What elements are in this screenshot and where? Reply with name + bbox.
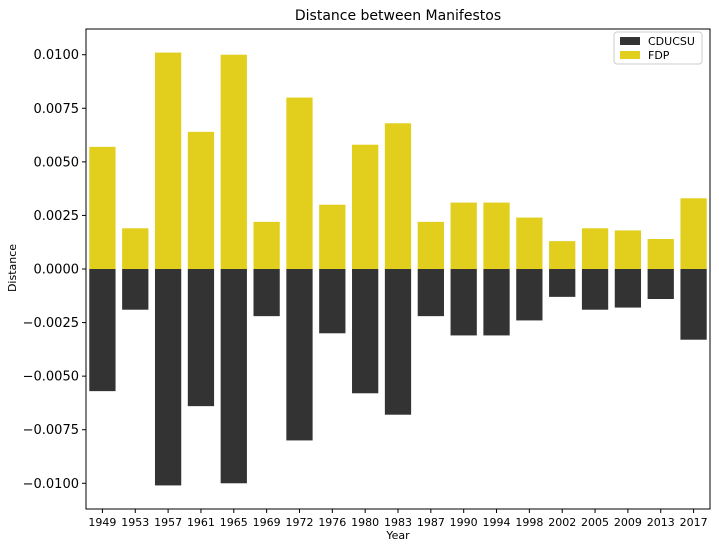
legend-swatch-cducsu	[620, 37, 640, 45]
plot-area: 0.0100 0.0075 0.0050 0.0025 0.0000 −0.0025 −0.…	[23, 28, 711, 529]
y-tick-label: 0.0000	[34, 263, 80, 278]
y-axis-label: Distance	[6, 244, 19, 292]
x-tick-label: 1990	[450, 516, 478, 529]
bar-cducsu-1987	[417, 269, 444, 317]
bar-fdp-1957	[154, 52, 182, 269]
y-tick-label: −0.0100	[23, 477, 79, 492]
bar-cducsu-2017	[680, 269, 707, 340]
bar-fdp-2002	[549, 241, 576, 269]
bar-fdp-1994	[483, 202, 510, 269]
bar-fdp-2005	[581, 228, 609, 269]
x-tick-label: 1980	[351, 516, 379, 529]
x-tick-label: 2009	[614, 516, 642, 529]
bar-cducsu-1969	[253, 269, 280, 317]
x-tick-label: 1976	[318, 516, 346, 529]
y-tick-label: −0.0050	[23, 370, 79, 385]
x-tick-label: 1969	[253, 516, 281, 529]
chart-title: Distance between Manifestos	[295, 8, 501, 24]
x-tick-label: 2017	[680, 516, 708, 529]
x-axis-label: Year	[385, 529, 410, 542]
bar-fdp-1961	[187, 131, 215, 269]
y-tick-label: −0.0025	[23, 316, 79, 331]
x-tick-label: 2013	[647, 516, 675, 529]
x-tick-label: 1965	[220, 516, 248, 529]
bar-fdp-1983	[384, 123, 412, 269]
bar-cducsu-1957	[154, 269, 182, 486]
x-tick-label: 1998	[515, 516, 543, 529]
x-tick-label: 1972	[285, 516, 313, 529]
bar-fdp-2017	[680, 198, 707, 269]
bar-fdp-1949	[89, 146, 116, 269]
bar-cducsu-1980	[352, 269, 379, 394]
x-tick-label: 1994	[483, 516, 511, 529]
bar-fdp-2013	[647, 239, 674, 269]
bar-cducsu-2002	[549, 269, 576, 297]
bar-cducsu-1976	[319, 269, 346, 334]
bar-fdp-1972	[286, 97, 313, 269]
x-tick-label: 1949	[88, 516, 116, 529]
bar-fdp-1980	[352, 144, 379, 269]
bar-cducsu-1961	[187, 269, 215, 407]
bar-cducsu-1965	[220, 269, 247, 484]
bar-cducsu-2013	[647, 269, 674, 299]
y-tick-label: 0.0075	[34, 102, 80, 117]
bar-fdp-1953	[122, 228, 149, 269]
bar-cducsu-1949	[89, 269, 116, 392]
x-tick-label: 2005	[581, 516, 609, 529]
x-tick-label: 1953	[121, 516, 149, 529]
bar-cducsu-2005	[581, 269, 609, 310]
bar-fdp-2009	[614, 230, 642, 269]
y-tick-label: 0.0025	[34, 209, 80, 224]
bar-cducsu-1994	[483, 269, 510, 336]
x-tick-label: 1983	[384, 516, 412, 529]
bar-cducsu-2009	[614, 269, 642, 308]
legend-swatch-fdp	[620, 51, 640, 59]
bar-cducsu-1998	[516, 269, 543, 321]
bar-fdp-1990	[450, 202, 477, 269]
bar-cducsu-1983	[384, 269, 412, 415]
legend-label-cducsu: CDUCSU	[648, 35, 695, 48]
bar-fdp-1987	[417, 221, 444, 269]
legend-label-fdp: FDP	[648, 49, 670, 62]
bar-cducsu-1972	[286, 269, 313, 441]
x-tick-label: 2002	[548, 516, 576, 529]
bar-fdp-1965	[220, 54, 247, 270]
bar-fdp-1998	[516, 217, 543, 269]
x-tick-label: 1961	[187, 516, 215, 529]
bar-cducsu-1953	[122, 269, 149, 310]
y-tick-label: 0.0050	[34, 155, 80, 170]
bar-cducsu-1990	[450, 269, 477, 336]
x-tick-label: 1987	[417, 516, 445, 529]
x-tick-label: 1957	[154, 516, 182, 529]
y-tick-label: 0.0100	[34, 48, 80, 63]
y-tick-label: −0.0075	[23, 423, 79, 438]
bar-fdp-1969	[253, 221, 280, 269]
bar-fdp-1976	[319, 204, 346, 269]
